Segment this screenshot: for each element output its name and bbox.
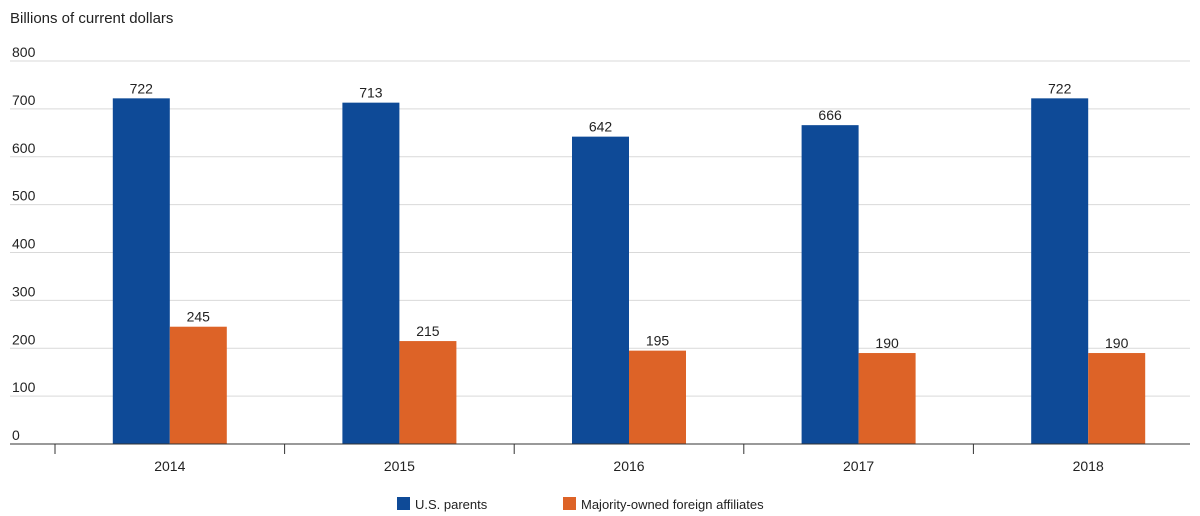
y-axis-ticks: 0 100 200 300 400 500 600 700 800 bbox=[12, 44, 36, 443]
data-label: 722 bbox=[1048, 80, 1072, 96]
y-tick-label: 300 bbox=[12, 283, 36, 299]
data-label: 245 bbox=[187, 309, 211, 325]
x-tick-label: 2018 bbox=[1073, 458, 1104, 474]
bar-2016-us-parents bbox=[572, 136, 629, 444]
legend-swatch bbox=[397, 497, 410, 510]
y-tick-label: 600 bbox=[12, 140, 36, 156]
x-axis: 2014 2015 2016 2017 2018 bbox=[10, 443, 1190, 474]
bar-2017-us-parents bbox=[801, 125, 859, 444]
bar-2015-us-parents bbox=[342, 102, 400, 445]
x-tick-label: 2014 bbox=[154, 458, 185, 474]
legend-label: U.S. parents bbox=[415, 497, 488, 512]
data-label: 215 bbox=[416, 323, 440, 339]
legend-label: Majority-owned foreign affiliates bbox=[581, 497, 764, 512]
data-label: 642 bbox=[589, 119, 613, 135]
x-tick-label: 2016 bbox=[613, 458, 644, 474]
y-tick-label: 200 bbox=[12, 331, 36, 347]
data-label: 713 bbox=[359, 85, 383, 101]
x-tick-label: 2015 bbox=[384, 458, 415, 474]
data-labels: 722 245 713 215 642 195 666 190 722 190 bbox=[130, 80, 1129, 351]
bar-2018-foreign-affiliates bbox=[1088, 353, 1146, 444]
y-tick-label: 800 bbox=[12, 44, 36, 60]
bar-2014-us-parents bbox=[112, 98, 170, 444]
x-tick-label: 2017 bbox=[843, 458, 874, 474]
legend: U.S. parents Majority-owned foreign affil… bbox=[397, 497, 764, 512]
data-label: 190 bbox=[875, 335, 899, 351]
bar-2017-foreign-affiliates bbox=[858, 353, 916, 444]
data-label: 666 bbox=[818, 107, 842, 123]
bar-2016-foreign-affiliates bbox=[629, 350, 686, 444]
data-label: 722 bbox=[130, 80, 154, 96]
y-tick-label: 0 bbox=[12, 427, 20, 443]
bar-2018-us-parents bbox=[1031, 98, 1089, 444]
bar-2015-foreign-affiliates bbox=[399, 341, 457, 444]
data-label: 195 bbox=[646, 333, 670, 349]
y-tick-label: 500 bbox=[12, 188, 36, 204]
y-tick-label: 100 bbox=[12, 379, 36, 395]
y-axis-title: Billions of current dollars bbox=[10, 10, 173, 27]
bar-2014-foreign-affiliates bbox=[169, 326, 227, 444]
y-tick-label: 700 bbox=[12, 92, 36, 108]
bars bbox=[112, 98, 1146, 445]
data-label: 190 bbox=[1105, 335, 1129, 351]
legend-swatch bbox=[563, 497, 576, 510]
y-tick-label: 400 bbox=[12, 236, 36, 252]
